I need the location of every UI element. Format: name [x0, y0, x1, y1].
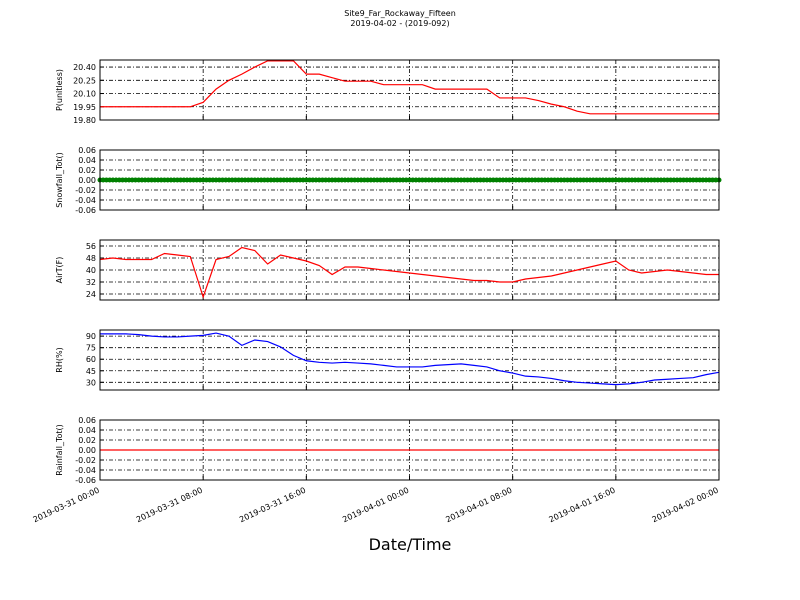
plot-frame [99, 419, 720, 481]
y-tick-label: 0.02 [78, 436, 96, 445]
y-tick-label: 0.00 [78, 446, 96, 455]
y-tick-label: 32 [86, 278, 96, 287]
data-line [100, 246, 719, 299]
y-tick-label: 19.80 [73, 116, 96, 125]
y-tick-label: 20.10 [73, 90, 96, 99]
y-tick-label: 30 [86, 378, 96, 387]
y-tick-label: -0.04 [75, 466, 96, 475]
y-tick-label: 45 [86, 367, 96, 376]
y-tick-label: 75 [86, 344, 96, 353]
y-tick-label: 0.04 [78, 156, 96, 165]
y-tick-label: 40 [86, 266, 96, 275]
y-tick-label: 60 [86, 355, 96, 364]
y-axis-label: Rainfall_Tot() [55, 424, 64, 476]
y-tick-label: 0.06 [78, 416, 96, 425]
y-tick-label: -0.06 [75, 206, 96, 215]
chart-subtitle: 2019-04-02 - (2019-092) [350, 19, 449, 28]
y-tick-label: 48 [86, 254, 96, 263]
y-tick-label: 20.25 [73, 76, 96, 85]
y-axis-label: RH(%) [55, 347, 64, 372]
y-tick-label: 90 [86, 332, 96, 341]
y-tick-label: 24 [86, 290, 96, 299]
y-tick-label: 0.06 [78, 146, 96, 155]
y-tick-label: -0.04 [75, 196, 96, 205]
y-axis-label: P(unitless) [55, 69, 64, 111]
plot-frame [99, 59, 720, 121]
y-tick-label: -0.06 [75, 476, 96, 485]
y-tick-label: -0.02 [75, 186, 96, 195]
chart-title: Site9_Far_Rockaway_Fifteen [344, 9, 456, 18]
y-tick-label: 19.95 [73, 103, 96, 112]
x-axis-label: Date/Time [369, 535, 452, 554]
y-tick-label: 0.02 [78, 166, 96, 175]
y-axis-label: AirT(F) [55, 257, 64, 284]
y-tick-label: 0.04 [78, 426, 96, 435]
plot-frame [99, 239, 720, 301]
y-tick-label: 0.00 [78, 176, 96, 185]
plot-frame [99, 329, 720, 391]
data-line [100, 332, 719, 386]
plot-frame [99, 149, 720, 211]
y-tick-label: 20.40 [73, 63, 96, 72]
data-line [100, 60, 719, 115]
y-tick-label: -0.02 [75, 456, 96, 465]
y-tick-label: 56 [86, 242, 96, 251]
y-axis-label: Snowfall_Tot() [55, 152, 64, 208]
